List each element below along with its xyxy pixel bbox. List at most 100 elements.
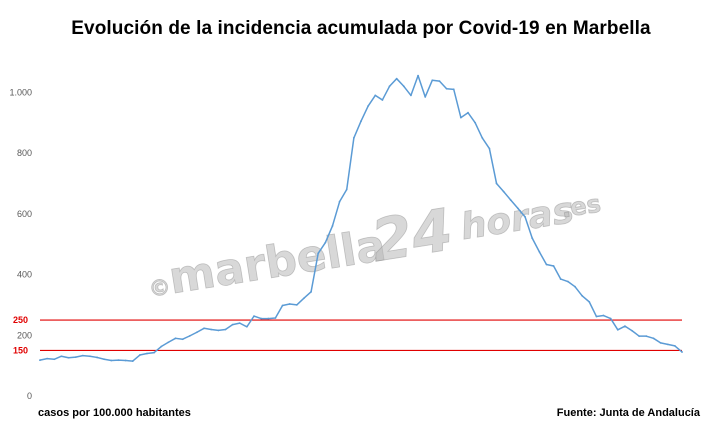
data-point [217, 329, 220, 332]
data-point [274, 317, 277, 319]
data-point [53, 358, 56, 361]
data-point [367, 105, 370, 107]
data-point [103, 358, 106, 361]
data-point [117, 359, 120, 362]
data-point [110, 359, 113, 362]
y-tick-label: 1.000 [9, 87, 32, 97]
data-point [60, 355, 63, 358]
data-point [666, 343, 669, 346]
data-point [424, 96, 427, 98]
data-point [574, 285, 576, 288]
data-point [89, 355, 91, 358]
data-point [488, 147, 491, 150]
data-point [345, 188, 348, 191]
data-point [303, 297, 305, 300]
y-tick-label: 200 [17, 330, 32, 340]
data-point [324, 241, 327, 244]
data-point [445, 87, 448, 90]
reference-line-label: 150 [13, 345, 28, 355]
data-point [452, 88, 455, 91]
data-point [360, 120, 362, 123]
data-point [566, 280, 569, 283]
data-point [245, 325, 248, 328]
data-point [474, 121, 477, 124]
watermark-logo: © marbella 24 horas .es [147, 189, 604, 305]
y-unit-note: casos por 100.000 habitantes [38, 407, 191, 419]
watermark-brand: marbella [165, 220, 389, 305]
data-point [431, 79, 434, 82]
data-point [181, 338, 184, 341]
data-point [224, 328, 227, 331]
data-point [395, 77, 398, 80]
data-point [46, 357, 49, 360]
watermark-tld: .es [559, 190, 603, 224]
y-tick-label: 800 [17, 148, 32, 158]
source-note: Fuente: Junta de Andalucía [556, 407, 700, 419]
data-point [381, 99, 384, 101]
data-point [310, 290, 312, 293]
data-point [538, 250, 541, 253]
data-point [616, 328, 619, 331]
data-point [196, 331, 198, 334]
data-point [681, 351, 683, 353]
data-point [609, 317, 612, 320]
y-axis: 0 200 400 600 800 1.000 [9, 87, 32, 401]
data-point [153, 351, 156, 354]
data-point [402, 85, 405, 88]
data-point [495, 182, 498, 185]
data-point [517, 207, 519, 210]
data-point [138, 354, 141, 356]
data-point [438, 80, 441, 83]
data-point [253, 315, 255, 318]
data-point [39, 359, 41, 362]
data-point [595, 315, 598, 318]
data-point [388, 85, 391, 88]
data-point [267, 317, 270, 320]
data-point [231, 323, 234, 326]
data-point [652, 337, 655, 340]
data-point [124, 359, 127, 362]
data-point [174, 337, 177, 340]
data-point [509, 199, 512, 202]
data-point [588, 300, 591, 303]
data-point [203, 327, 205, 330]
data-point [624, 325, 626, 328]
data-point [167, 341, 170, 344]
data-point [352, 137, 355, 139]
data-point [631, 329, 633, 332]
y-tick-label: 0 [27, 391, 32, 401]
chart-title: Evolución de la incidencia acumulada por… [71, 18, 651, 39]
data-point [645, 335, 648, 338]
data-point [338, 200, 341, 203]
data-point [638, 335, 641, 338]
data-point [552, 265, 555, 267]
data-point [160, 345, 163, 348]
data-point [545, 263, 548, 266]
data-point [673, 345, 676, 347]
data-point [188, 334, 191, 337]
data-point [131, 360, 134, 362]
data-point [260, 317, 263, 320]
data-point [331, 225, 334, 227]
series-group [39, 74, 683, 362]
data-point [581, 294, 584, 297]
data-point [559, 278, 562, 280]
data-point [317, 252, 320, 255]
data-point [602, 314, 605, 317]
data-point [288, 303, 291, 305]
watermark-copyright: © [147, 275, 173, 303]
data-point [295, 304, 298, 306]
data-point [467, 111, 469, 114]
data-point [481, 137, 484, 139]
data-point [659, 341, 662, 344]
reference-lines: 250 150 [13, 315, 682, 355]
data-point [531, 237, 534, 240]
data-point [96, 356, 98, 359]
data-point [67, 356, 70, 359]
data-point [459, 116, 462, 119]
data-point [502, 190, 505, 193]
reference-line-label: 250 [13, 315, 28, 325]
data-point [146, 352, 148, 355]
data-point [417, 74, 419, 77]
